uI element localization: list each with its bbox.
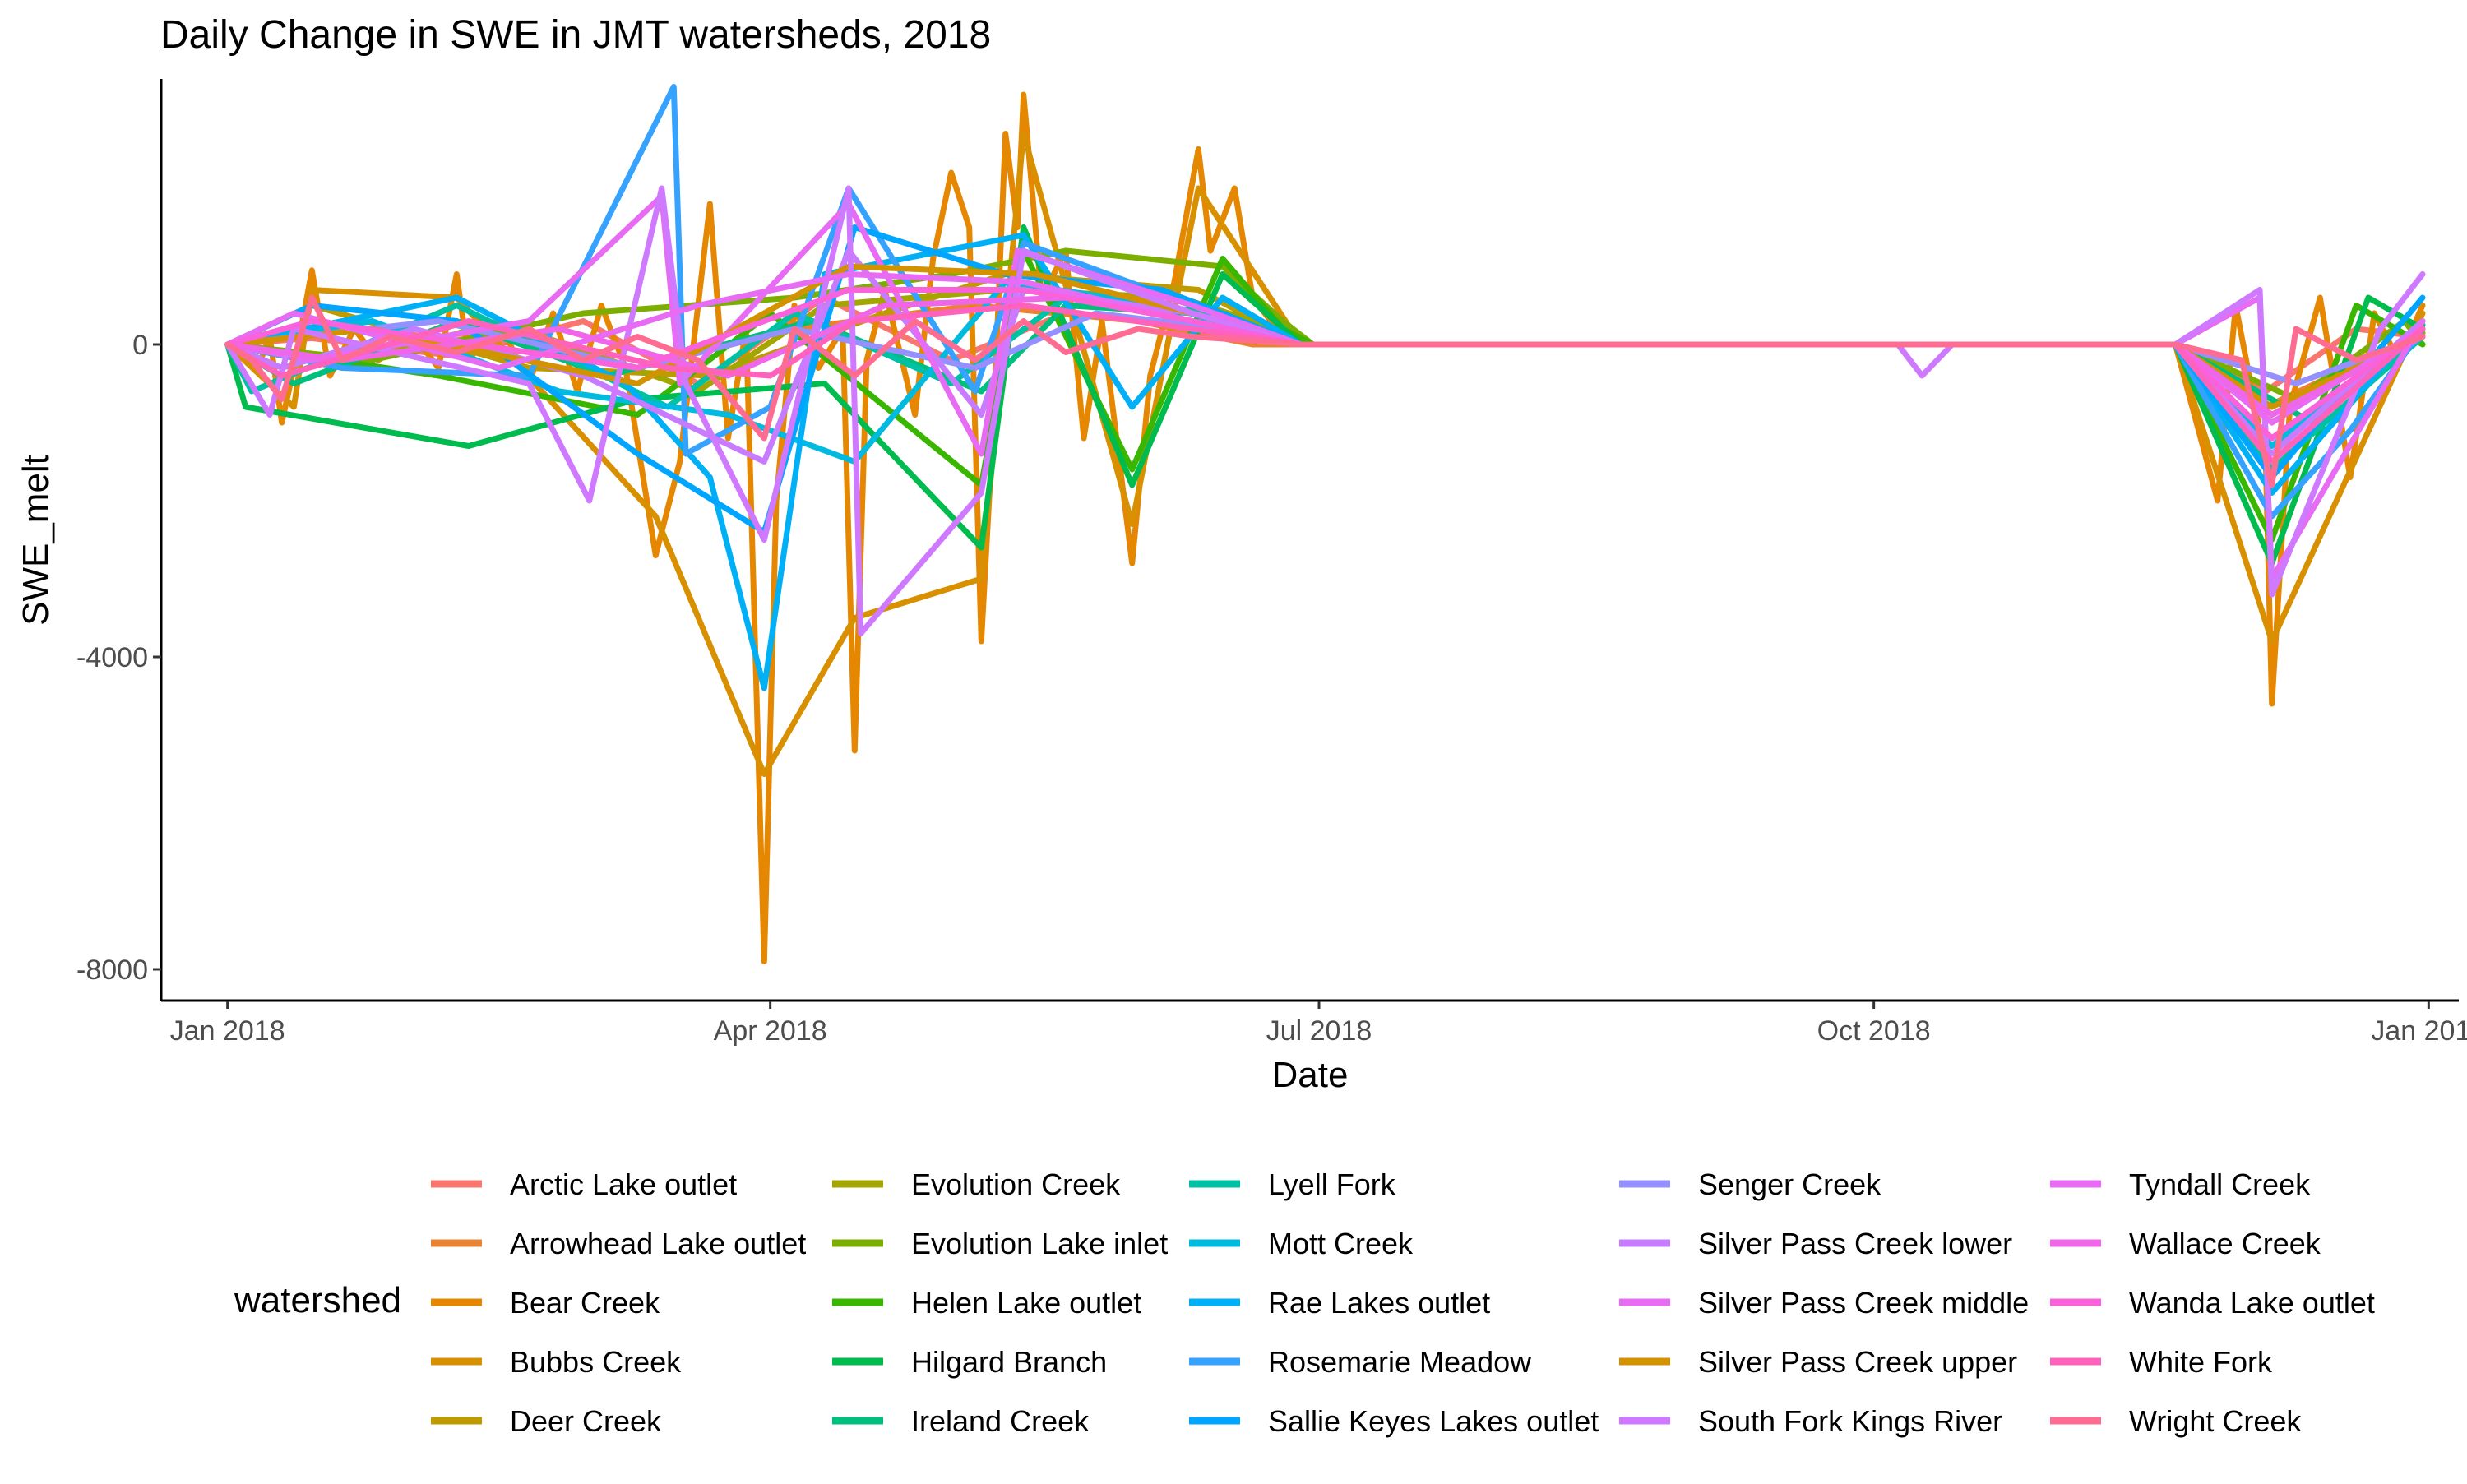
legend-label-18: Silver Pass Creek upper	[1698, 1345, 2017, 1379]
legend-label-1: Arrowhead Lake outlet	[510, 1227, 806, 1260]
x-tick-label-3: Oct 2018	[1817, 1015, 1931, 1047]
series-line-19	[224, 185, 2426, 636]
legend-label-19: South Fork Kings River	[1698, 1404, 2002, 1438]
legend-label-6: Evolution Lake inlet	[911, 1227, 1168, 1260]
series-line-24	[224, 294, 2426, 488]
legend-label-16: Silver Pass Creek lower	[1698, 1227, 2012, 1260]
legend-label-5: Evolution Creek	[911, 1167, 1121, 1201]
y-tick-label-2: -8000	[76, 955, 148, 986]
x-tick-label-2: Jul 2018	[1266, 1015, 1372, 1047]
series-line-17	[224, 193, 2426, 582]
chart-title: Daily Change in SWE in JMT watersheds, 2…	[160, 13, 991, 57]
x-tick-label-4: Jan 2019	[2371, 1015, 2467, 1047]
x-tick-label-0: Jan 2018	[170, 1015, 285, 1047]
legend-label-13: Rosemarie Meadow	[1268, 1345, 1532, 1379]
legend-label-15: Senger Creek	[1698, 1167, 1881, 1201]
legend-label-3: Bubbs Creek	[510, 1345, 682, 1379]
legend-label-4: Deer Creek	[510, 1404, 662, 1438]
series-line-8	[224, 224, 2426, 566]
legend-label-14: Sallie Keyes Lakes outlet	[1268, 1404, 1599, 1438]
series-line-12	[224, 232, 2426, 691]
legend-title: watershed	[234, 1280, 401, 1320]
legend-label-10: Lyell Fork	[1268, 1167, 1396, 1201]
legend-label-24: Wright Creek	[2129, 1404, 2302, 1438]
series-line-2	[224, 91, 2426, 964]
x-axis-ticks: Jan 2018 Apr 2018 Jul 2018 Oct 2018 Jan 2019	[170, 1001, 2467, 1047]
y-axis-label: SWE_melt	[16, 455, 56, 626]
legend-label-22: Wanda Lake outlet	[2129, 1286, 2375, 1320]
legend-label-21: Wallace Creek	[2129, 1227, 2321, 1260]
legend-label-23: White Fork	[2129, 1345, 2273, 1379]
legend-label-8: Hilgard Branch	[911, 1345, 1107, 1379]
x-axis-label: Date	[1272, 1055, 1349, 1095]
legend-label-17: Silver Pass Creek middle	[1698, 1286, 2029, 1320]
series-line-13	[224, 84, 2426, 520]
series-line-23	[224, 303, 2426, 465]
y-axis-ticks: 0 -4000 -8000	[76, 330, 161, 986]
plot-series	[224, 84, 2426, 964]
x-tick-label-1: Apr 2018	[714, 1015, 827, 1047]
y-tick-label-0: 0	[132, 330, 148, 361]
legend-label-0: Arctic Lake outlet	[510, 1167, 737, 1201]
legend-label-7: Helen Lake outlet	[911, 1286, 1141, 1320]
legend-label-11: Mott Creek	[1268, 1227, 1414, 1260]
series-line-14	[224, 224, 2426, 535]
legend-label-9: Ireland Creek	[911, 1404, 1090, 1438]
legend: Arctic Lake outlet Arrowhead Lake outlet B…	[431, 1167, 2375, 1438]
legend-label-20: Tyndall Creek	[2129, 1167, 2311, 1201]
series-line-3	[224, 131, 2426, 777]
series-line-18	[224, 263, 2426, 410]
legend-label-2: Bear Creek	[510, 1286, 660, 1320]
y-tick-label-1: -4000	[76, 642, 148, 673]
legend-label-12: Rae Lakes outlet	[1268, 1286, 1490, 1320]
